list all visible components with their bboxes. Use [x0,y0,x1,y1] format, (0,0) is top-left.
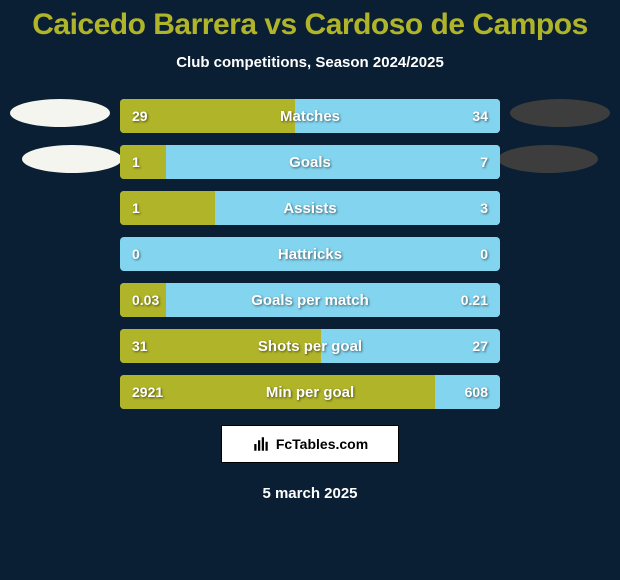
stat-row: 13Assists [120,191,500,225]
stat-row: 3127Shots per goal [120,329,500,363]
stat-row: 0.030.21Goals per match [120,283,500,317]
stat-row: 0 0Hattricks [120,237,500,271]
stat-bar-right [166,283,500,317]
player-ellipse-right [510,99,610,127]
stat-bar-right [166,145,500,179]
player-ellipse-left [22,145,122,173]
stat-bar-left [120,329,321,363]
footer-date: 5 march 2025 [0,485,620,502]
stat-row: 2934Matches [120,99,500,133]
compare-area: 2934Matches 17Goals 13Assists 0 0Hattricks 0.… [0,99,620,409]
stat-bar-left [120,145,166,179]
stat-value-left: 0 [132,237,140,271]
comparison-infographic: Caicedo Barrera vs Cardoso de Campos Clu… [0,0,620,580]
stat-value-right: 0 [480,237,488,271]
stat-label: Hattricks [120,237,500,271]
stat-rows: 2934Matches 17Goals 13Assists 0 0Hattricks 0.… [120,99,500,409]
subtitle: Club competitions, Season 2024/2025 [0,54,620,71]
player-ellipse-right [498,145,598,173]
stat-bar-right [321,329,500,363]
stat-bar-left [120,99,295,133]
stat-row: 2921608Min per goal [120,375,500,409]
stat-row: 17Goals [120,145,500,179]
page-title: Caicedo Barrera vs Cardoso de Campos [0,0,620,42]
chart-bars-icon [252,435,270,453]
player-ellipse-left [10,99,110,127]
stat-bar-left [120,283,166,317]
stat-bar-right [435,375,500,409]
stat-bar-right [295,99,500,133]
stat-bar-right [215,191,500,225]
footer-badge-text: FcTables.com [276,436,368,452]
footer-badge: FcTables.com [221,425,399,463]
stat-bar-left [120,375,435,409]
stat-bar-left [120,191,215,225]
